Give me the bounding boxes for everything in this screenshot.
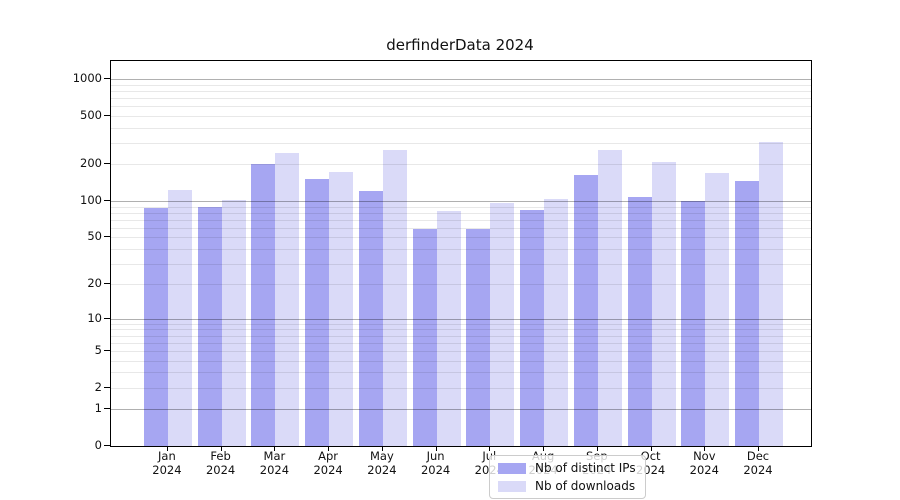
x-tick-mark-jul — [489, 446, 491, 451]
x-tick-month: May — [370, 449, 394, 463]
y-tick-label-5: 5 — [94, 342, 102, 357]
legend-label-downloads: Nb of downloads — [535, 479, 636, 493]
x-tick-label-dec: Dec 2024 — [743, 449, 772, 477]
x-tick-month: Jun — [426, 449, 445, 463]
y-tick-mark-10 — [104, 317, 110, 319]
legend: Nb of distinct IPs Nb of downloads — [489, 455, 646, 499]
bar-ips-apr — [305, 178, 330, 446]
y-tick-label-2: 2 — [94, 379, 102, 394]
bar-downloads-jul — [490, 203, 515, 446]
x-tick-month: Oct — [640, 449, 661, 463]
x-tick-mark-nov — [704, 446, 706, 451]
bar-ips-aug — [520, 209, 545, 446]
x-tick-mark-dec — [758, 446, 759, 451]
x-tick-mark-jun — [435, 446, 437, 451]
y-tick-mark-1 — [104, 408, 110, 410]
x-tick-year: 2024 — [367, 463, 397, 477]
bar-downloads-apr — [329, 172, 354, 446]
bar-downloads-oct — [651, 161, 676, 446]
y-tick-label-1: 1 — [94, 401, 102, 416]
x-tick-month: Mar — [263, 449, 286, 463]
bar-ips-sep — [573, 175, 598, 446]
x-tick-mark-apr — [328, 446, 330, 451]
y-tick-mark-500 — [104, 115, 110, 116]
y-tick-mark-5 — [104, 349, 110, 351]
x-tick-year: 2024 — [313, 463, 343, 477]
bar-downloads-feb — [221, 199, 246, 446]
bar-ips-feb — [197, 206, 222, 446]
y-tick-label-100: 100 — [80, 193, 102, 207]
plot-area: Nb of distinct IPs Nb of downloads — [110, 60, 812, 499]
y-tick-label-50: 50 — [87, 229, 102, 244]
bar-downloads-mar — [275, 153, 300, 446]
bar-ips-may — [358, 191, 383, 446]
x-tick-label-nov: Nov 2024 — [690, 449, 719, 477]
y-tick-mark-2 — [104, 386, 110, 388]
y-tick-mark-0 — [104, 445, 110, 446]
bar-ips-dec — [735, 180, 760, 446]
bars-layer — [111, 61, 811, 446]
x-tick-year: 2024 — [205, 463, 236, 477]
y-tick-mark-20 — [104, 283, 110, 285]
x-tick-year: 2024 — [420, 463, 451, 477]
x-tick-label-jun: Jun 2024 — [421, 449, 450, 477]
y-tick-label-0: 0 — [94, 438, 102, 452]
bar-ips-jul — [466, 228, 491, 446]
x-tick-label-apr: Apr 2024 — [313, 449, 342, 477]
x-tick-label-jan: Jan 2024 — [152, 449, 181, 477]
x-tick-mark-may — [381, 446, 383, 451]
x-tick-month: Dec — [746, 449, 770, 463]
bar-ips-jun — [412, 228, 437, 446]
y-tick-mark-1000 — [104, 78, 110, 80]
bar-ips-jan — [143, 208, 168, 446]
x-tick-mark-feb — [220, 446, 222, 451]
x-tick-label-feb: Feb 2024 — [206, 449, 235, 477]
x-tick-mark-sep — [596, 446, 598, 451]
x-tick-mark-mar — [274, 446, 276, 451]
y-tick-mark-100 — [104, 200, 110, 201]
y-tick-label-200: 200 — [80, 156, 102, 171]
legend-label-distinct-ips: Nb of distinct IPs — [535, 461, 636, 475]
x-tick-year: 2024 — [152, 463, 182, 477]
bar-downloads-sep — [597, 150, 622, 446]
x-tick-mark-jan — [166, 446, 168, 451]
x-tick-month: Apr — [318, 449, 339, 463]
legend-patch-downloads — [498, 480, 526, 492]
bar-downloads-dec — [759, 142, 784, 446]
x-tick-month: Jan — [158, 449, 176, 463]
y-tick-mark-50 — [104, 236, 110, 238]
bar-downloads-aug — [544, 199, 569, 446]
x-tick-month: Nov — [693, 449, 716, 463]
bar-ips-oct — [627, 197, 652, 446]
legend-patch-distinct-ips — [498, 462, 526, 474]
y-tick-label-10: 10 — [87, 310, 102, 325]
y-tick-label-20: 20 — [87, 276, 102, 291]
legend-entry-downloads: Nb of downloads — [498, 479, 636, 493]
chart-title: derfinderData 2024 — [386, 36, 534, 54]
x-tick-label-may: May 2024 — [367, 449, 396, 477]
x-tick-mark-aug — [543, 446, 545, 451]
bar-ips-mar — [251, 164, 276, 446]
bar-downloads-nov — [705, 173, 730, 446]
legend-entry-distinct-ips: Nb of distinct IPs — [498, 461, 636, 475]
x-tick-month: Feb — [210, 449, 231, 463]
y-tick-mark-200 — [104, 163, 110, 165]
x-tick-mark-oct — [650, 446, 652, 451]
x-tick-label-mar: Mar 2024 — [260, 449, 289, 477]
x-tick-year: 2024 — [259, 463, 290, 477]
bar-downloads-jan — [167, 189, 192, 446]
bar-ips-nov — [681, 201, 706, 446]
y-tick-label-1000: 1000 — [72, 71, 102, 86]
x-tick-year: 2024 — [743, 463, 773, 477]
y-tick-label-500: 500 — [80, 108, 102, 122]
bar-downloads-jun — [436, 211, 461, 446]
bar-downloads-may — [382, 150, 407, 446]
x-tick-year: 2024 — [689, 463, 719, 477]
